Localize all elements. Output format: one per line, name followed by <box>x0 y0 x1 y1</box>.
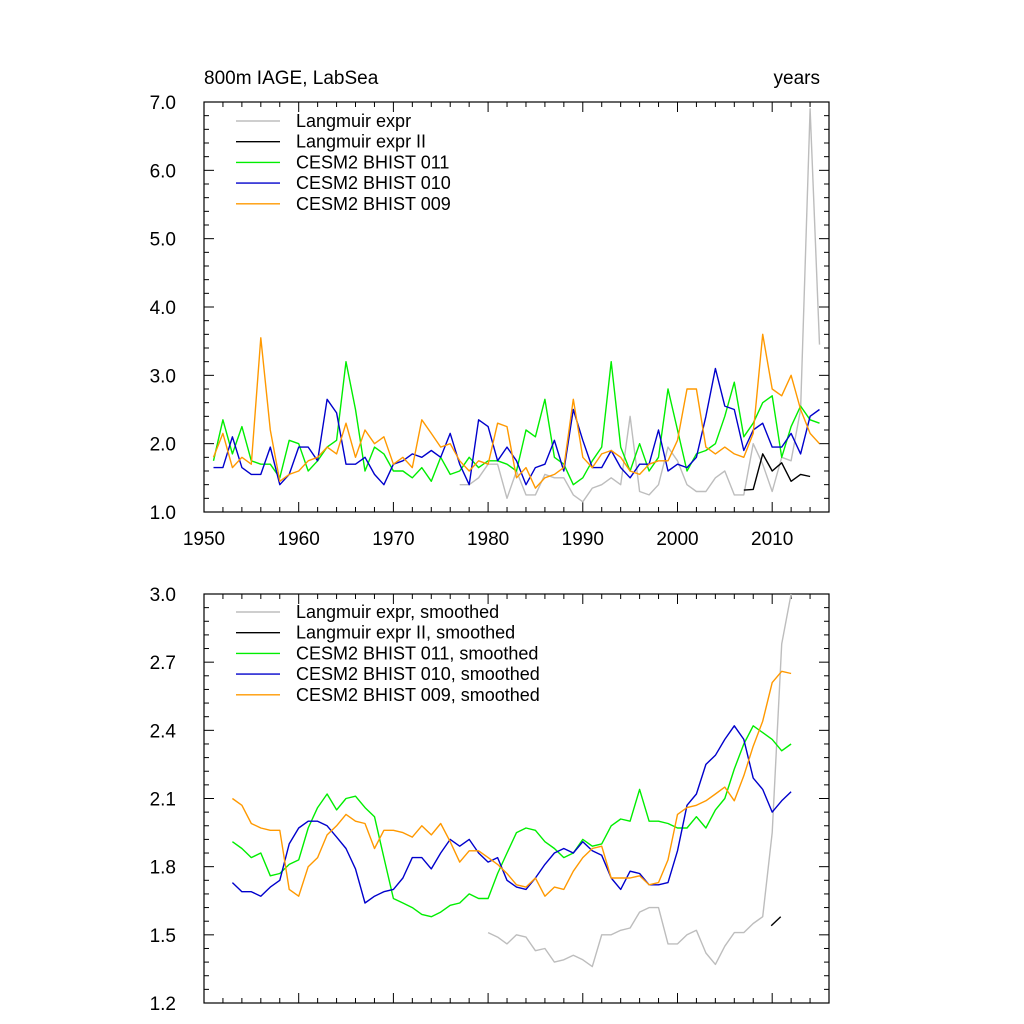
series-line-cesm2-bhist-009-smoothed <box>231 670 792 897</box>
y-tick-label-1-8: 1.8 <box>150 858 176 879</box>
chart-title-left: 800m IAGE, LabSea <box>204 68 379 89</box>
x-tick-label-1960: 1960 <box>278 529 320 550</box>
y-tick-label-2-1: 2.1 <box>150 790 176 811</box>
y-tick-label-1-5: 1.5 <box>150 926 176 947</box>
y-tick-label-6-0: 6.0 <box>150 161 176 182</box>
legend-label-cesm2-bhist-011-smoothed: CESM2 BHIST 011, smoothed <box>296 643 538 663</box>
series-line-langmuir-expr-ii-smoothed <box>770 916 782 927</box>
y-tick-label-7-0: 7.0 <box>150 93 176 114</box>
series-line-cesm2-bhist-010-smoothed <box>231 725 792 904</box>
series-line-langmuir-expr-ii <box>743 453 811 491</box>
legend-label-langmuir-expr-ii: Langmuir expr II <box>296 132 426 152</box>
y-tick-label-2-4: 2.4 <box>150 721 177 742</box>
legend-label-langmuir-expr-smoothed: Langmuir expr, smoothed <box>296 602 499 622</box>
x-tick-label-2010: 2010 <box>751 529 793 550</box>
y-tick-label-3-0: 3.0 <box>150 366 176 387</box>
y-tick-label-2-0: 2.0 <box>150 435 176 456</box>
legend-label-cesm2-bhist-009-smoothed: CESM2 BHIST 009, smoothed <box>296 685 540 705</box>
series-line-langmuir-expr <box>459 108 821 503</box>
y-tick-label-1-2: 1.2 <box>150 994 176 1015</box>
legend-label-langmuir-expr-ii-smoothed: Langmuir expr II, smoothed <box>296 623 515 643</box>
data-series <box>231 593 792 968</box>
legend-label-cesm2-bhist-010-smoothed: CESM2 BHIST 010, smoothed <box>296 664 540 684</box>
y-axis-ticks: 1.2 1.5 1.8 2.1 2.4 2.7 3.0 <box>150 585 829 1015</box>
y-tick-label-2-7: 2.7 <box>150 653 176 674</box>
legend-label-cesm2-bhist-009: CESM2 BHIST 009 <box>296 194 451 214</box>
y-tick-label-5-0: 5.0 <box>150 230 176 251</box>
x-tick-label-2000: 2000 <box>656 529 698 550</box>
y-tick-label-1-0: 1.0 <box>150 503 176 524</box>
x-axis-ticks <box>203 594 830 1003</box>
bottom-panel-iage-smoothed: 1.2 1.5 1.8 2.1 2.4 2.7 3.0 Langmuir expr, smoo… <box>150 585 830 1015</box>
top-panel-iage-raw: 1950 1960 1970 1980 1990 2000 2010 1.0 2.0 3.0 4.0… <box>150 93 830 550</box>
x-axis-ticks: 1950 1960 1970 1980 1990 2000 2010 <box>183 102 830 550</box>
chart-units-label: years <box>774 68 820 89</box>
x-tick-label-1980: 1980 <box>467 529 509 550</box>
legend-label-cesm2-bhist-011: CESM2 BHIST 011 <box>296 152 449 172</box>
y-tick-label-4-0: 4.0 <box>150 298 176 319</box>
x-tick-label-1970: 1970 <box>372 529 414 550</box>
legend-label-langmuir-expr: Langmuir expr <box>296 111 411 131</box>
legend-label-cesm2-bhist-010: CESM2 BHIST 010 <box>296 173 451 193</box>
series-line-cesm2-bhist-009 <box>212 333 821 489</box>
y-tick-label-3-0: 3.0 <box>150 585 176 606</box>
series-line-langmuir-expr-smoothed <box>487 593 792 968</box>
x-tick-label-1990: 1990 <box>562 529 604 550</box>
series-line-cesm2-bhist-011 <box>212 361 820 486</box>
data-series <box>212 108 821 503</box>
y-axis-ticks: 1.0 2.0 3.0 4.0 5.0 6.0 7.0 <box>150 93 829 524</box>
series-line-cesm2-bhist-010 <box>213 367 820 486</box>
series-line-cesm2-bhist-011-smoothed <box>231 725 792 918</box>
x-tick-label-1950: 1950 <box>183 529 225 550</box>
